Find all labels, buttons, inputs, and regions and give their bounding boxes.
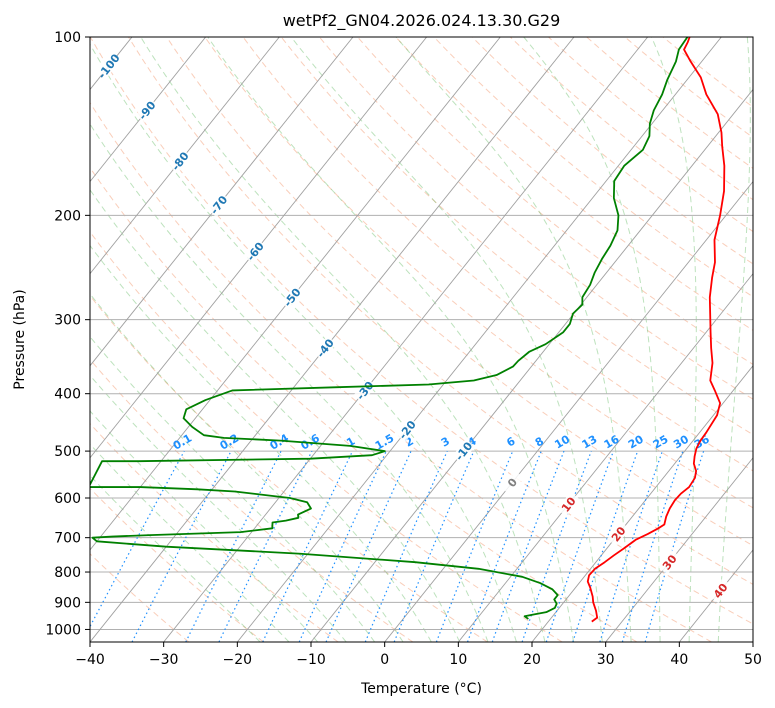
x-tick-label: −20 [223,652,253,668]
y-tick-label: 600 [54,491,81,507]
moist-adiabat-line [90,293,404,642]
isotherm-line [236,37,722,642]
y-tick-label: 500 [54,444,81,460]
isotherm-label-bg [243,238,267,264]
y-tick-label: 100 [54,30,81,46]
temperature-profile-line [586,37,726,623]
dry-adiabat-line [204,37,753,509]
y-tick-label: 800 [54,565,81,581]
isotherm-label-bg [606,521,630,547]
mixing-ratio-line [466,450,542,642]
isotherm-line [90,37,280,275]
y-tick-label: 300 [54,313,81,329]
moist-adiabat-line [650,37,697,642]
isotherm-line [384,180,753,642]
isotherm-label-bg [168,148,192,174]
chart-title: wetPf2_GN04.2026.024.13.30.G29 [283,11,561,31]
mixing-ratio-line [298,450,387,642]
isotherm-line [90,37,428,459]
isotherm-label-bg [658,549,682,575]
isotherm-line [90,37,207,183]
x-tick-label: −10 [296,652,326,668]
isotherm-label-bg [395,417,419,443]
x-tick-label: 50 [744,652,762,668]
y-tick-label: 400 [54,387,81,403]
y-tick-label: 900 [54,595,81,611]
isotherm-label-bg [556,492,580,517]
y-tick-label: 1000 [45,622,81,638]
isotherm-line [605,457,753,642]
mixing-ratio-line [435,450,514,642]
dry-adiabat-line [90,101,712,642]
isotherm-line [90,37,354,367]
mixing-ratio-line [218,450,313,642]
moist-adiabat-line [90,336,376,642]
moist-adiabats [90,37,751,642]
x-tick-label: −30 [149,652,179,668]
moist-adiabat-line [523,37,661,642]
x-tick-label: 30 [597,652,615,668]
moist-adiabat-line [207,37,575,642]
mixing-ratio-line [599,450,663,642]
moist-adiabat-line [395,37,632,642]
moist-adiabat-line [290,37,603,642]
isotherm-line [163,37,649,642]
moist-adiabat-line [90,123,489,642]
moist-adiabat-line [90,188,461,642]
dry-adiabat-line [90,37,753,625]
dry-adiabat-line [357,37,753,365]
dry-adiabat-line [90,166,638,642]
dry-adiabat-line [395,37,753,331]
y-tick-label: 700 [54,531,81,547]
plot-area: 0.1 0.2 0.4 0.6 1 1.5 2 3 4 6 8 10 13 16 20 25 30 36-100-… [90,37,753,642]
isobar-grid [90,37,753,630]
x-tick-label: 0 [380,652,389,668]
dry-adiabat-line [90,553,190,642]
moist-adiabat-line [140,37,546,642]
mixing-ratio-line [621,450,684,642]
dry-adiabat-line [128,37,753,585]
y-tick-label: 200 [54,208,81,224]
axes: −40 −30 −20 −10 0 10 20 30 40 50 100 200 300 400 500 60… [45,30,762,668]
x-tick-label: −40 [75,652,105,668]
isotherm-label-bg [708,578,732,604]
isotherm-label-bg [207,192,231,218]
isotherm-label-bg [280,284,304,310]
x-tick-label: 40 [670,652,688,668]
mixing-ratio-line [572,450,639,642]
plot-frame [89,36,754,643]
isotherm-line [457,272,753,642]
dry-adiabat-line [90,231,563,642]
x-tick-label: 20 [523,652,541,668]
isotherm-label-bg [97,53,121,79]
isotherm-label-bg [135,98,159,123]
moist-adiabat-line [90,374,347,642]
dry-adiabat-line [433,37,753,298]
y-axis-title: Pressure (hPa) [12,289,28,389]
dry-adiabat-line [90,294,488,642]
dry-adiabat-line [319,37,753,400]
mixing-ratio-line [90,450,185,628]
isotherm-label-bg [353,378,377,403]
profile-series [90,37,726,623]
mixing-ratio-line [262,450,354,642]
x-tick-label: 10 [449,652,467,668]
dewpoint-profile-line [90,37,689,620]
isotherm-label-bg [313,335,337,361]
isotherm-label-bg [452,438,476,464]
moist-adiabat-line [90,43,517,642]
isotherm-label-bg [500,470,524,495]
dry-adiabat-line [90,358,414,642]
x-axis-title: Temperature (°C) [360,681,482,697]
